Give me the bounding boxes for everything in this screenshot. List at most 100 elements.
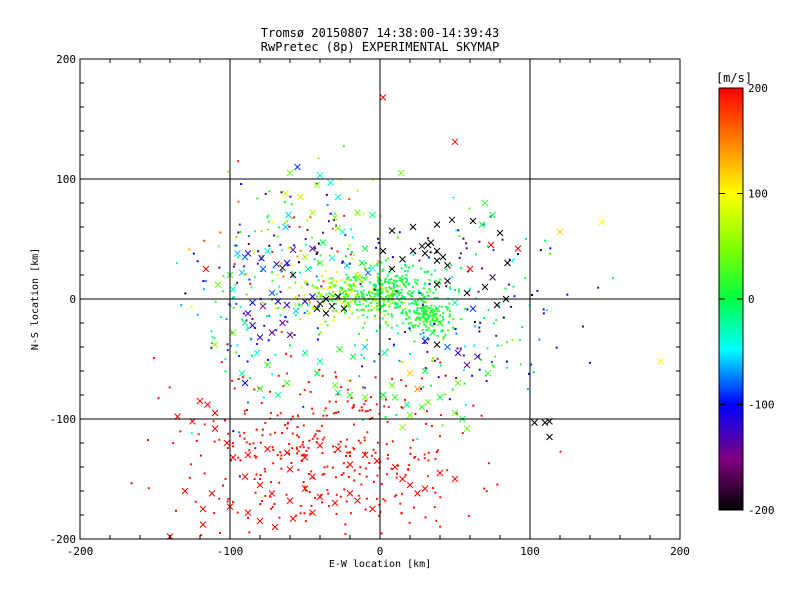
data-point-x <box>301 349 309 357</box>
data-point-dot <box>377 294 379 297</box>
data-point-dot <box>241 318 244 321</box>
data-point-dot <box>346 248 349 250</box>
data-point-x-stroke <box>346 283 354 291</box>
data-point-dot <box>227 170 230 173</box>
data-point-dot <box>370 309 373 311</box>
data-point-dot <box>356 308 358 311</box>
data-point-dot <box>343 300 346 303</box>
data-point-dot <box>245 328 248 331</box>
data-point-dot <box>360 483 363 486</box>
data-point-dot <box>431 360 434 363</box>
data-point-dot <box>299 249 302 252</box>
data-point-dot <box>331 466 334 469</box>
data-point-dot <box>239 231 242 233</box>
data-point-dot <box>233 296 236 299</box>
data-point-dot <box>344 312 347 315</box>
data-point-dot <box>361 326 364 329</box>
data-point-dot <box>320 323 323 326</box>
data-point-x-stroke <box>474 353 481 360</box>
data-point-x <box>286 331 294 339</box>
data-point-dot <box>439 496 442 499</box>
data-point-dot <box>224 477 227 480</box>
data-point-x-stroke <box>556 228 564 236</box>
data-point-dot <box>210 346 213 349</box>
data-point-dot <box>464 307 467 310</box>
data-point-x <box>289 246 297 254</box>
data-point-dot <box>147 439 149 442</box>
data-point-dot <box>376 264 379 267</box>
data-point-dot <box>370 263 373 266</box>
data-point-dot <box>274 431 276 434</box>
data-point-dot <box>425 318 428 321</box>
data-point-dot <box>344 304 347 307</box>
data-point-dot <box>405 314 408 317</box>
data-point-dot <box>253 477 256 480</box>
data-point-dot <box>334 302 337 305</box>
data-point-dot <box>237 231 240 234</box>
data-point-x-stroke <box>211 425 219 432</box>
data-point-dot <box>346 295 349 298</box>
data-point-dot <box>388 304 391 307</box>
data-point-dot <box>426 328 429 331</box>
data-point-x-stroke <box>309 473 316 480</box>
data-point-x <box>379 247 387 255</box>
data-point-dot <box>342 145 345 148</box>
data-point-dot <box>259 474 262 476</box>
data-point-dot <box>268 190 271 193</box>
data-point-dot <box>290 462 293 464</box>
data-point-dot <box>433 269 436 272</box>
data-point-x-stroke <box>388 265 396 273</box>
data-point-dot <box>370 304 373 307</box>
data-point-dot <box>220 361 223 364</box>
data-point-x-stroke <box>234 250 241 257</box>
data-point-dot <box>353 289 356 292</box>
data-point-x <box>418 242 426 250</box>
data-point-dot <box>303 389 306 391</box>
data-point-dot <box>348 244 351 247</box>
data-point-dot <box>330 247 333 250</box>
data-point-dot <box>427 270 430 273</box>
data-point-dot <box>404 264 407 267</box>
data-point-dot <box>589 361 591 364</box>
data-point-dot <box>352 284 355 287</box>
data-point-dot <box>350 285 353 288</box>
data-point-dot <box>419 298 422 301</box>
data-point-x <box>340 305 348 312</box>
data-point-dot <box>317 338 319 341</box>
data-point-dot <box>414 319 417 321</box>
data-point-dot <box>279 451 282 454</box>
data-point-dot <box>222 484 224 487</box>
data-point-dot <box>459 347 462 350</box>
data-point-dot <box>239 459 242 462</box>
data-point-x-stroke <box>418 403 426 411</box>
data-point-dot <box>309 301 312 304</box>
data-point-dot <box>421 377 423 380</box>
data-point-dot <box>315 295 318 298</box>
data-point-dot <box>222 290 225 293</box>
data-point-dot <box>295 446 298 449</box>
data-point-dot <box>299 512 302 515</box>
data-point-dot <box>393 279 396 282</box>
data-point-dot <box>409 294 412 297</box>
data-point-dot <box>425 410 428 413</box>
data-point-x-stroke <box>279 264 286 272</box>
data-point-x-stroke <box>343 262 351 269</box>
data-point-dot <box>299 505 302 507</box>
data-point-dot <box>314 247 317 250</box>
data-point-dot <box>466 308 469 311</box>
data-point-x <box>289 515 297 522</box>
data-point-dot <box>383 405 386 408</box>
data-point-dot <box>358 473 361 476</box>
data-point-x <box>349 353 357 360</box>
data-point-x-stroke <box>436 394 444 401</box>
data-point-dot <box>408 316 411 319</box>
data-point-x <box>316 358 324 365</box>
chart-subtitle: RwPretec (8p) EXPERIMENTAL SKYMAP <box>261 40 499 54</box>
data-point-dot <box>342 462 345 465</box>
data-point-x <box>381 349 388 357</box>
data-point-dot <box>364 399 367 402</box>
data-point-dot <box>358 296 361 299</box>
data-point-dot <box>380 292 383 295</box>
data-point-dot <box>321 438 324 441</box>
data-point-x <box>268 490 276 497</box>
